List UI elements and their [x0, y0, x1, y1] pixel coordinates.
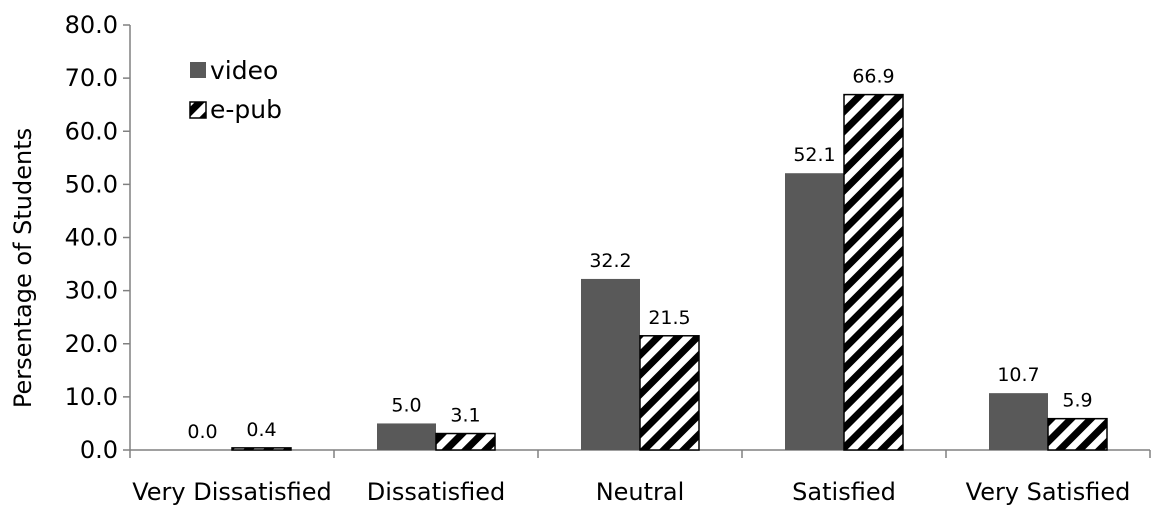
- y-tick-label: 50.0: [65, 170, 118, 198]
- x-category-label: Satisfied: [792, 478, 896, 506]
- legend-label-epub: e-pub: [210, 95, 282, 124]
- y-axis-title: Persentage of Students: [9, 128, 37, 408]
- legend: video e-pub: [189, 56, 282, 124]
- bar-video-2: [581, 278, 640, 450]
- legend-label-video: video: [210, 56, 278, 85]
- x-category-label: Very Satisfied: [966, 478, 1131, 506]
- legend-swatch-video: [190, 62, 206, 78]
- bars: [231, 93, 1108, 451]
- data-label: 0.0: [187, 421, 217, 443]
- bar-e-pub-4: [1047, 417, 1108, 451]
- bar-video-4: [989, 393, 1048, 450]
- data-label: 5.0: [391, 394, 421, 416]
- y-tick-label: 30.0: [65, 277, 118, 305]
- bar-e-pub-3: [843, 93, 904, 451]
- data-label: 32.2: [589, 250, 631, 272]
- y-tick-label: 80.0: [65, 11, 118, 39]
- y-tick-label: 40.0: [65, 224, 118, 252]
- data-label: 21.5: [648, 307, 690, 329]
- data-labels: 0.0 5.0 32.2 52.1 10.7 0.4 3.1 21.5 66.9 5.9: [187, 66, 1092, 443]
- y-tick-label: 10.0: [65, 383, 118, 411]
- y-tick-label: 70.0: [65, 64, 118, 92]
- x-category-label: Very Dissatisfied: [132, 478, 332, 506]
- data-label: 5.9: [1062, 390, 1092, 412]
- legend-swatch-epub: [189, 101, 207, 119]
- y-tick-label: 0.0: [80, 436, 118, 464]
- data-label: 10.7: [997, 364, 1039, 386]
- data-label: 0.4: [246, 419, 276, 441]
- y-tick-label: 20.0: [65, 330, 118, 358]
- axes: 0.0 10.0 20.0 30.0 40.0 50.0 60.0 70.0 80.0 Very …: [65, 11, 1151, 506]
- data-label: 52.1: [793, 144, 835, 166]
- x-category-label: Neutral: [596, 478, 685, 506]
- data-label: 3.1: [450, 405, 480, 427]
- x-category-label: Dissatisfied: [367, 478, 506, 506]
- data-label: 66.9: [852, 66, 894, 88]
- bar-e-pub-2: [639, 335, 700, 451]
- bar-e-pub-0: [231, 447, 292, 451]
- y-tick-label: 60.0: [65, 117, 118, 145]
- bar-e-pub-1: [435, 432, 496, 451]
- bar-video-3: [785, 173, 844, 450]
- bar-video-1: [377, 423, 436, 450]
